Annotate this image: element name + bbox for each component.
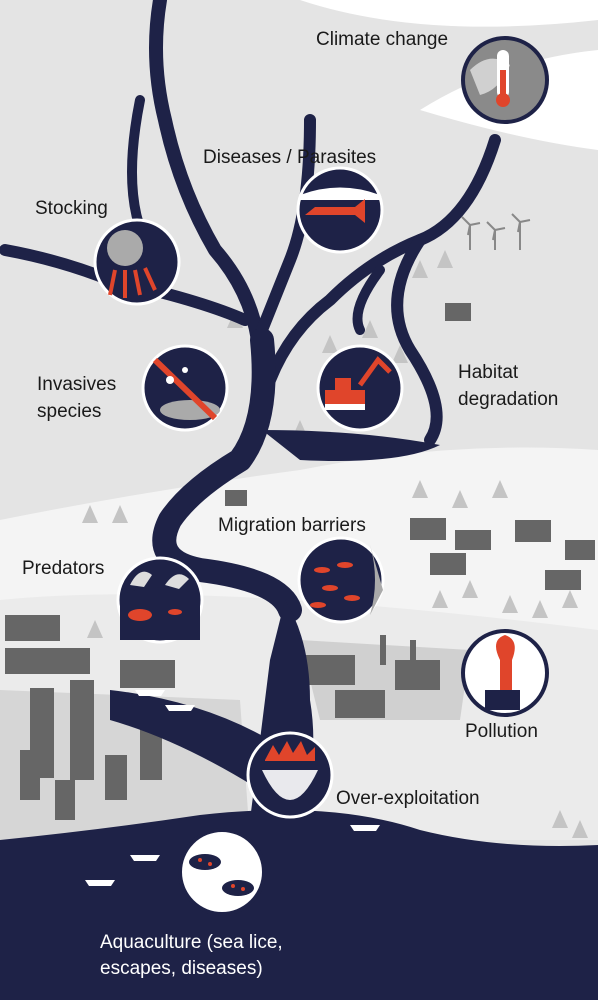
label: Invasives species [37, 374, 121, 422]
icon-habitat [316, 344, 404, 432]
icon-migration [297, 536, 385, 624]
label: Habitat degradation [458, 362, 558, 410]
label-line: escapes, diseases) [100, 958, 263, 979]
icon-pollution [461, 629, 549, 717]
label: Aquaculture (sea lice, escapes, diseases… [100, 932, 288, 979]
icon-predators [116, 556, 204, 644]
icon-climate [461, 36, 549, 124]
label-line: Habitat [458, 362, 519, 383]
label: Over-exploitation [336, 788, 480, 809]
wind-turbines [461, 213, 531, 250]
label: Diseases / Parasites [203, 147, 376, 168]
houses [5, 303, 595, 820]
label-line: Invasives [37, 374, 116, 395]
icon-stocking [93, 218, 181, 306]
icon-invasive [141, 344, 229, 432]
label: Pollution [465, 721, 538, 742]
cloud [300, 0, 598, 27]
icon-aquaculture [178, 828, 266, 916]
label: Climate change [316, 29, 448, 50]
label-line: degradation [458, 389, 558, 410]
label-line: species [37, 401, 101, 422]
label-line: Aquaculture (sea lice, [100, 932, 283, 953]
label: Migration barriers [218, 515, 366, 536]
icon-overexploitation [246, 731, 334, 819]
icon-disease [296, 166, 384, 254]
label: Stocking [35, 198, 108, 219]
label: Predators [22, 558, 104, 579]
